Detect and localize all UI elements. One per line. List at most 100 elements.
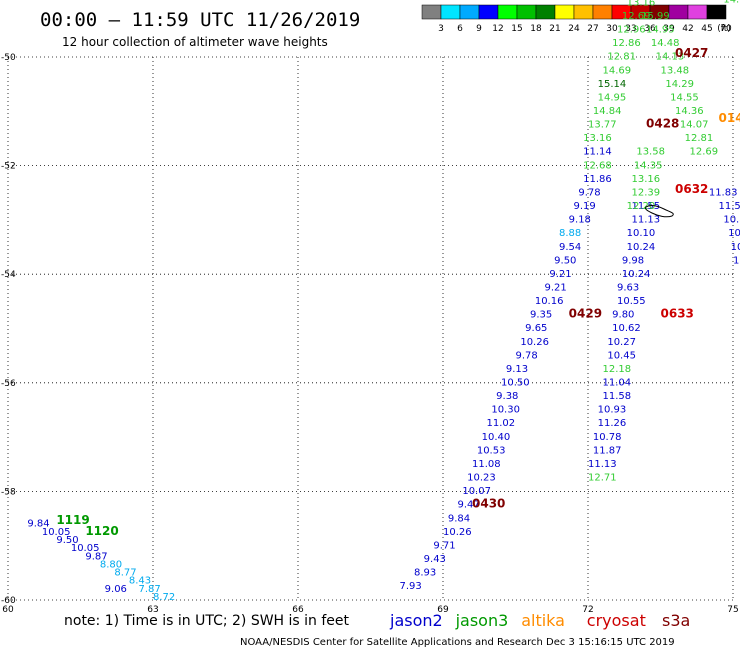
wave-height-value: 8.88 (559, 228, 581, 239)
wave-height-value: 8.77 (114, 568, 136, 579)
wave-height-value: 12.69 (622, 11, 651, 22)
wave-height-value: 9.78 (516, 350, 538, 361)
wave-height-value: 14.55 (670, 92, 699, 103)
x-tick-label: 69 (437, 605, 449, 615)
wave-height-value: 12.81 (607, 52, 636, 63)
wave-height-value: 10.26 (520, 337, 549, 348)
chart-subtitle: 12 hour collection of altimeter wave hei… (62, 35, 328, 49)
scale-tick-label: 3 (438, 24, 444, 34)
wave-height-value: 11.14 (583, 147, 612, 158)
axis-ticks: 60 63 66 69 72 75 -50 -52 -54 -56 -58 -60 (1, 53, 739, 615)
wave-height-value: 9.78 (578, 187, 600, 198)
wave-height-value: 10.23 (467, 473, 496, 484)
color-scale-legend: 3 6 9 12 15 18 21 24 27 30 33 36 39 42 45 70(ft) (421, 4, 732, 34)
wave-height-value: 10.16 (535, 296, 564, 307)
wave-height-value: 11.86 (583, 174, 612, 185)
scale-tick-label: 27 (587, 24, 598, 34)
wave-height-value: 9.13 (506, 364, 528, 375)
footer-note: note: 1) Time is in UTC; 2) SWH is in fe… (64, 613, 350, 629)
wave-height-value: 15.99 (641, 11, 670, 22)
wave-height-value: 14.36 (675, 106, 704, 117)
pass-time-label: 0427 (675, 46, 708, 60)
scale-tick-label: 33 (625, 24, 636, 34)
x-tick-label: 66 (292, 605, 304, 615)
wave-height-value: 10.93 (598, 405, 627, 416)
island-outline (645, 205, 674, 218)
wave-height-value: 15.14 (598, 79, 627, 90)
scale-swatch (440, 4, 461, 20)
pass-time-label: 0430 (472, 497, 505, 511)
wave-height-value: 13.16 (632, 174, 661, 185)
scale-tick-label: 30 (606, 24, 618, 34)
pass-time-label: 0145 (719, 111, 740, 125)
y-tick-label: -52 (1, 162, 16, 172)
y-tick-label: -50 (1, 53, 16, 63)
wave-height-value: 11.04 (603, 378, 632, 389)
wave-height-value: 12.20 (627, 201, 656, 212)
wave-height-value: 9.84 (448, 513, 470, 524)
wave-height-value: 11.87 (593, 445, 622, 456)
footer-credit: NOAA/NESDIS Center for Satellite Applica… (240, 637, 675, 648)
wave-height-value: 14.13 (656, 52, 685, 63)
scale-swatch (459, 4, 480, 20)
wave-height-value: 9.47 (458, 500, 480, 511)
wave-height-value: 10.30 (491, 405, 520, 416)
wave-height-value: 11.08 (472, 459, 501, 470)
wave-height-value: 10.10 (627, 228, 656, 239)
data-marks: 9.8410.059.5010.059.877.938.939.439.7110… (27, 0, 740, 603)
wave-height-value: 9.80 (612, 310, 634, 321)
wave-height-value: 9.54 (559, 242, 581, 253)
scale-swatch (706, 4, 727, 20)
wave-height-value: 9.06 (105, 584, 127, 595)
wave-height-value: 14.48 (651, 38, 680, 49)
wave-height-value: 9.71 (433, 540, 455, 551)
y-tick-label: -56 (1, 379, 16, 389)
wave-height-value: 8.80 (100, 559, 122, 570)
wave-height-value: 13.16 (583, 133, 612, 144)
wave-height-value: 14. (723, 0, 739, 6)
wave-height-value: 12.39 (632, 187, 661, 198)
wave-height-value: 11.26 (598, 418, 627, 429)
scale-swatch (687, 4, 708, 20)
wave-height-value: 10.05 (71, 543, 100, 554)
wave-height-value: 13.48 (661, 65, 690, 76)
wave-height-value: 11.02 (487, 418, 516, 429)
wave-height-value: 13.58 (636, 147, 665, 158)
satellite-legend-item: jason3 (455, 611, 509, 630)
scale-tick-label: 42 (682, 24, 693, 34)
wave-height-value: 9.43 (424, 554, 446, 565)
wave-height-value: 10.26 (443, 527, 472, 538)
scale-swatch (573, 4, 594, 20)
wave-height-value: 13.77 (588, 120, 617, 131)
wave-height-value: 10.50 (501, 378, 530, 389)
wave-height-value: 10.78 (593, 432, 622, 443)
x-tick-label: 75 (727, 605, 738, 615)
scale-tick-label: 39 (663, 24, 675, 34)
wave-height-value: 9.18 (569, 215, 591, 226)
wave-height-value: 14.95 (646, 25, 675, 36)
x-tick-label: 60 (2, 605, 14, 615)
wave-height-value: 9.84 (27, 519, 49, 530)
wave-height-value: 7.93 (400, 581, 422, 592)
pass-time-label: 1120 (85, 524, 118, 538)
y-tick-label: -54 (1, 270, 16, 280)
wave-height-value: 9.50 (56, 535, 78, 546)
scale-tick-label: 15 (511, 24, 522, 34)
wave-height-value: 10.53 (477, 445, 506, 456)
wave-height-value: 7.87 (139, 584, 161, 595)
wave-height-value: 12.69 (690, 147, 719, 158)
pass-time-label: 0428 (646, 117, 679, 131)
wave-height-value: 14.35 (634, 160, 663, 171)
wave-height-value: 11.59 (719, 201, 740, 212)
wave-height-value: 10.1 (728, 228, 740, 239)
plot-grid (7, 56, 734, 601)
wave-height-value: 10.24 (627, 242, 656, 253)
scale-tick-label: 9 (476, 24, 482, 34)
pass-time-label: 0429 (569, 307, 602, 321)
wave-height-value: 14.84 (593, 106, 622, 117)
wave-height-value: 11.13 (588, 459, 617, 470)
wave-height-value: 10.05 (42, 527, 71, 538)
wave-height-value: 12.68 (583, 160, 612, 171)
scale-tick-label: 12 (492, 24, 503, 34)
